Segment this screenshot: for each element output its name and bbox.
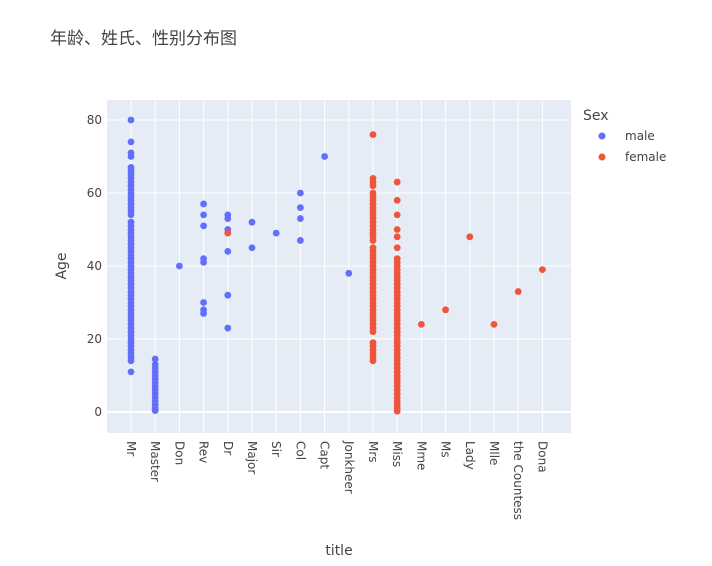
data-point-female (369, 175, 377, 182)
x-axis-title: title (325, 543, 352, 559)
x-tick-label: Dr (221, 441, 235, 455)
data-point-female (369, 189, 377, 197)
x-tick-label: the Countess (511, 441, 525, 520)
chart-title: 年龄、姓氏、性别分布图 (50, 29, 237, 49)
y-axis-title: Age (54, 252, 70, 279)
x-tick-label: Jonkheer (342, 440, 356, 494)
data-point-female (490, 321, 498, 328)
x-tick-label: Miss (390, 441, 404, 467)
x-tick-label: Rev (197, 441, 211, 463)
data-point-male (297, 189, 304, 197)
data-point-male (321, 153, 328, 160)
data-point-male (127, 116, 135, 124)
data-point-male (176, 262, 183, 270)
data-point-female (393, 255, 401, 263)
data-point-male (297, 204, 304, 212)
data-point-male (224, 291, 232, 299)
data-point-male (200, 299, 208, 306)
x-tick-label: Dona (535, 441, 549, 473)
x-tick-labels: Mr Master Don Rev Dr Major Sir Col Capt Jonkheer M… (124, 440, 549, 520)
data-point-female (393, 244, 401, 252)
data-point-female (224, 229, 232, 237)
x-tick-label: Col (293, 441, 307, 460)
data-point-male (224, 211, 232, 219)
data-point-male (272, 229, 280, 237)
x-tick-label: Ms (439, 441, 453, 458)
x-tick-label: Master (148, 441, 162, 482)
x-tick-label: Lady (463, 441, 477, 470)
data-point-male (297, 237, 304, 244)
data-point-female (393, 211, 401, 219)
gridlines (107, 100, 571, 433)
data-point-male (200, 200, 208, 208)
y-tick-label: 60 (87, 186, 102, 200)
data-point-male (200, 222, 208, 230)
x-tick-label: Sir (269, 441, 283, 457)
legend-title: Sex (583, 108, 609, 124)
data-point-male (127, 149, 135, 157)
x-tick-label: Mr (124, 441, 138, 456)
data-point-female (393, 226, 401, 233)
y-tick-label: 20 (87, 332, 102, 346)
data-point-female (539, 266, 546, 274)
data-point-male (127, 218, 135, 226)
legend-marker-female (598, 153, 606, 161)
legend-label-female: female (625, 150, 666, 164)
x-tick-label: Major (245, 441, 259, 474)
data-point-female (466, 233, 474, 241)
data-point-female (369, 244, 377, 252)
y-tick-label: 40 (87, 259, 102, 273)
x-tick-label: Don (172, 441, 186, 465)
data-points (127, 116, 546, 415)
y-tick-label: 80 (87, 113, 102, 127)
data-point-male (200, 211, 208, 219)
legend-item-male[interactable]: male (598, 129, 655, 143)
x-tick-label: Mrs (366, 441, 380, 463)
data-point-male (248, 218, 256, 226)
data-point-female (393, 233, 401, 241)
data-point-female (514, 288, 522, 295)
data-point-male (200, 306, 208, 314)
legend: Sex male female (583, 108, 666, 164)
data-point-male (127, 138, 135, 146)
data-point-male (200, 255, 208, 263)
x-tick-label: Mlle (487, 441, 501, 465)
y-tick-label: 0 (94, 405, 102, 419)
x-tick-label: Capt (318, 441, 332, 469)
data-point-male (127, 368, 135, 376)
data-point-male (151, 355, 159, 363)
x-tick-label: Mme (414, 441, 428, 470)
data-point-male (224, 324, 232, 332)
data-point-female (393, 178, 401, 186)
data-point-female (442, 306, 449, 314)
legend-label-male: male (625, 129, 655, 143)
data-point-female (369, 339, 377, 347)
data-point-female (369, 131, 377, 139)
data-point-female (393, 196, 401, 204)
data-point-female (418, 321, 425, 328)
data-point-male (151, 361, 159, 368)
legend-item-female[interactable]: female (598, 150, 667, 164)
data-point-male (297, 215, 304, 222)
data-point-male (224, 248, 232, 255)
data-point-male (345, 269, 353, 277)
data-point-male (248, 244, 256, 252)
y-tick-labels: 0 20 40 60 80 (87, 113, 102, 419)
data-point-male (127, 164, 135, 171)
legend-marker-male (598, 132, 606, 140)
